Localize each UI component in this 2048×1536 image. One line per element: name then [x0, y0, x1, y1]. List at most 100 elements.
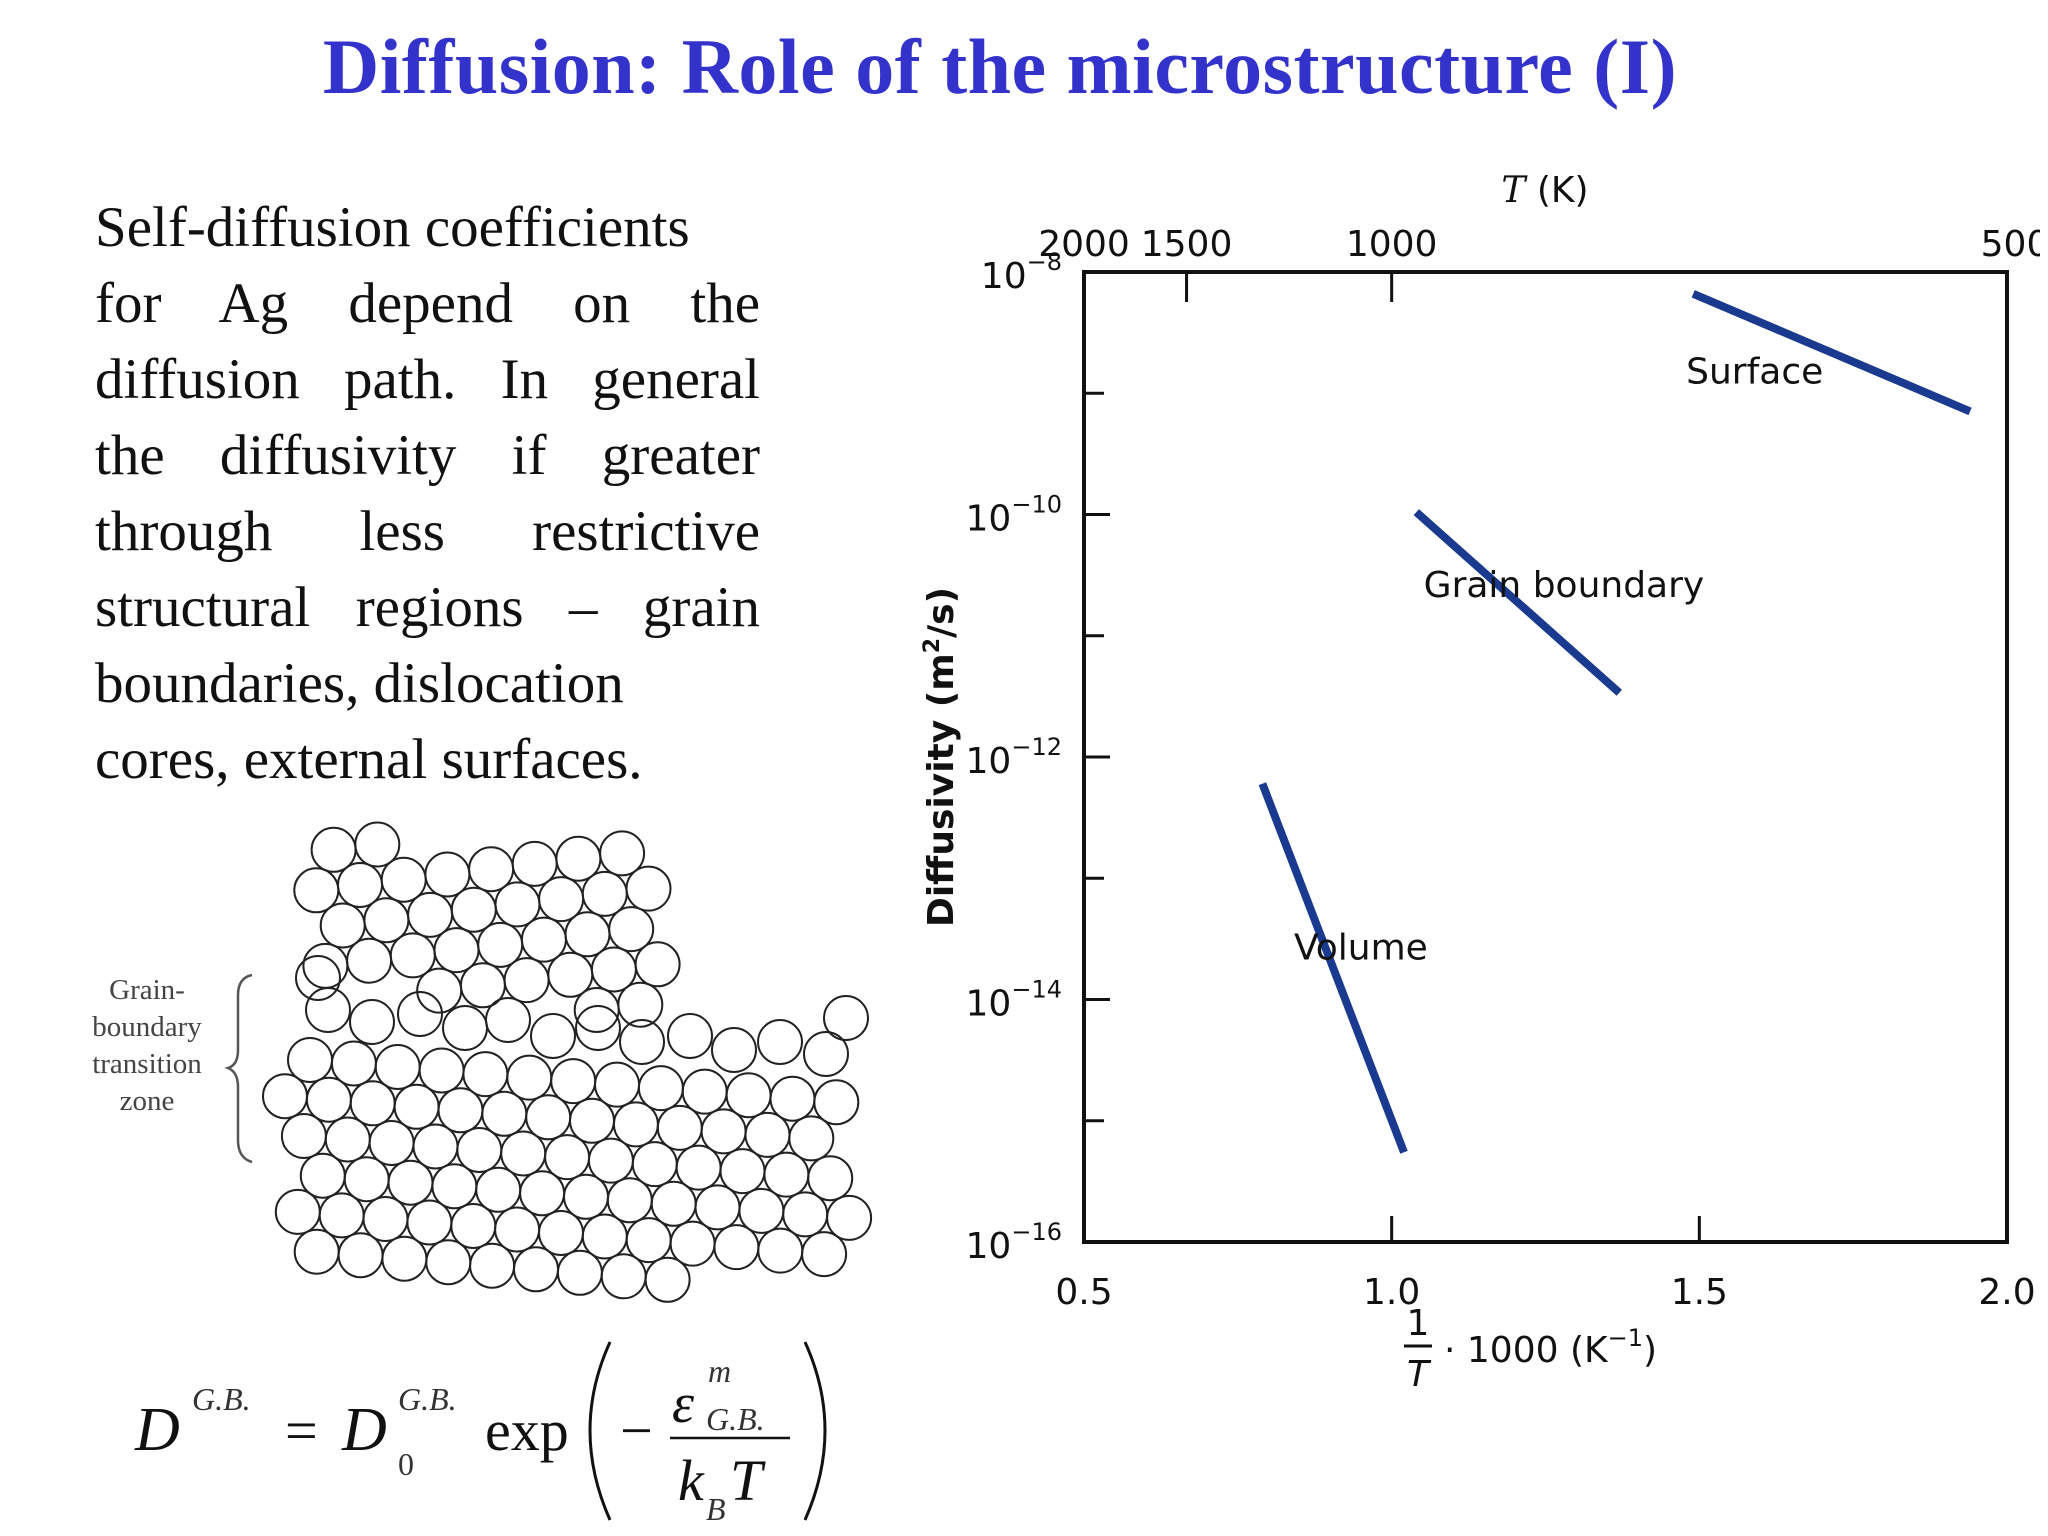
atom-circle — [634, 941, 681, 988]
body-line-3: diffusion path. In general — [95, 348, 760, 411]
atom-circle — [823, 995, 869, 1041]
x-axis-label: 1 T · 1000 (K−1) — [1404, 1303, 1657, 1395]
top-tick-label: 1500 — [1141, 224, 1233, 265]
atom-circle — [346, 937, 393, 984]
zone-label-line-3: transition — [92, 1048, 202, 1080]
atom-circle — [619, 1019, 665, 1065]
formula-left-paren-icon — [588, 1341, 612, 1521]
atom-circle — [530, 1013, 576, 1059]
atom-circle — [503, 957, 550, 1004]
x-tick-label: 1.5 — [1671, 1272, 1728, 1313]
series-label-surface: Surface — [1686, 352, 1823, 393]
atom-circle — [442, 1005, 488, 1051]
zone-label-line-1: Grain- — [109, 974, 185, 1006]
grain-boundary-diffusion-formula: D G.B. = D G.B. 0 exp − ε m G.B. k B T — [134, 1341, 827, 1527]
atom-circle — [354, 821, 401, 868]
formula-epsilon-sub: G.B. — [706, 1401, 765, 1437]
atom-circle — [713, 1224, 760, 1271]
x-tick-label: 0.5 — [1055, 1272, 1112, 1313]
atom-circle — [295, 955, 341, 1001]
formula-right-paren-icon — [803, 1341, 827, 1521]
atom-circle — [575, 1005, 621, 1051]
x-label-denominator: T — [1407, 1354, 1432, 1395]
atom-circle — [600, 1253, 647, 1300]
series-line-volume — [1258, 782, 1408, 1154]
atom-circle — [425, 1239, 472, 1286]
atom-circle — [262, 1073, 308, 1120]
plot-frame — [1082, 270, 2009, 1244]
atom-circle — [280, 1113, 327, 1159]
formula-d0: D — [341, 1396, 387, 1464]
body-line-5: through less restrictive — [95, 500, 760, 563]
formula-exp: exp — [485, 1398, 569, 1463]
atom-circle — [644, 1256, 691, 1303]
formula-minus: − — [620, 1398, 653, 1463]
y-tick-label: 10−8 — [981, 248, 1062, 297]
atom-circle — [757, 1227, 804, 1274]
x-label-units: · 1000 (K−1) — [1444, 1324, 1657, 1371]
atom-circle — [813, 1079, 860, 1126]
atom-circle — [788, 1115, 835, 1162]
atom-circle — [293, 1228, 340, 1275]
atom-circle — [757, 1019, 803, 1065]
grain-structure-illustration — [224, 821, 873, 1303]
body-line-1: Self-diffusion coefficients — [95, 196, 690, 259]
formula-d: D — [134, 1396, 180, 1464]
body-line-6: structural regions – grain — [95, 576, 760, 639]
series-line-grain-boundary — [1413, 509, 1622, 696]
atom-circle — [485, 997, 531, 1043]
y-tick-label: 10−12 — [966, 733, 1062, 782]
atom-circle — [667, 1013, 713, 1059]
formula-d-sup: G.B. — [192, 1381, 251, 1417]
formula-t: T — [730, 1448, 766, 1513]
formula-d0-sup: G.B. — [398, 1381, 457, 1417]
atom-circle — [349, 999, 395, 1045]
slide-title: Diffusion: Role of the microstructure (I… — [322, 23, 1678, 110]
series-line-surface — [1691, 290, 1972, 416]
atom-circle — [302, 942, 349, 989]
zone-label-line-2: boundary — [92, 1011, 202, 1043]
atom-circle — [807, 1155, 854, 1202]
atom-circle — [397, 991, 443, 1037]
x-label-numerator: 1 — [1407, 1303, 1430, 1344]
atom-circle — [337, 1232, 384, 1279]
atom-circle — [617, 981, 664, 1028]
top-axis-label: T (K) — [1501, 170, 1588, 211]
y-tick-label: 10−14 — [966, 976, 1062, 1025]
body-text: Self-diffusion coefficients for Ag depen… — [95, 190, 760, 798]
grain-boundary-zone-label: Grain- boundary transition zone — [72, 972, 222, 1120]
atom-circle — [711, 1027, 757, 1073]
atom-circle — [513, 1246, 559, 1293]
body-line-4: the diffusivity if greater — [95, 424, 760, 487]
series-label-grain-boundary: Grain boundary — [1424, 565, 1705, 606]
atom-circle — [826, 1194, 873, 1241]
y-tick-label: 10−16 — [966, 1218, 1062, 1267]
top-tick-label: 1000 — [1346, 224, 1438, 265]
formula-k: k — [678, 1448, 705, 1513]
formula-epsilon: ε — [672, 1373, 695, 1435]
atom-circle — [305, 987, 351, 1033]
x-tick-label: 1.0 — [1363, 1272, 1420, 1313]
atom-circle — [469, 1242, 516, 1289]
top-tick-label: 2000 — [1038, 224, 1130, 265]
atom-circle — [608, 906, 655, 953]
x-tick-label: 2.0 — [1978, 1272, 2035, 1313]
zone-label-line-4: zone — [119, 1085, 175, 1117]
atom-circle — [381, 1235, 428, 1282]
atom-circle — [801, 1231, 848, 1278]
atom-circles — [262, 821, 873, 1303]
body-line-2: for Ag depend on the — [95, 272, 760, 335]
body-line-8: cores, external surfaces. — [95, 728, 643, 791]
y-tick-label: 10−10 — [966, 491, 1062, 540]
grain-boundary-brace-icon — [224, 973, 253, 1164]
atom-circle — [625, 865, 672, 912]
top-tick-label: 500 — [1981, 224, 2040, 265]
formula-d0-sub: 0 — [398, 1446, 414, 1482]
atom-circle — [599, 830, 646, 877]
body-line-7: boundaries, dislocation — [95, 652, 624, 715]
formula-equals: = — [285, 1398, 318, 1463]
y-axis-label: Diffusivity (m2/s) — [920, 587, 962, 927]
formula-epsilon-sup: m — [708, 1353, 731, 1389]
atom-circle — [803, 1031, 849, 1077]
atom-circle — [556, 1249, 603, 1296]
